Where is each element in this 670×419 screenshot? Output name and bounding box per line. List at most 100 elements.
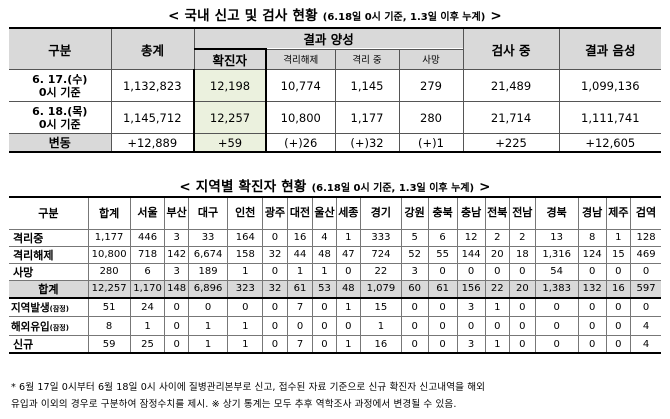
cell-value: 24 (129, 296, 166, 317)
cell-value: 1,383 (534, 279, 579, 298)
row-label: 6. 18.(목) 0시 기준 (9, 101, 112, 134)
cell-value: 0 (335, 316, 362, 336)
header-region: 제주 (605, 196, 632, 230)
cell-value: 0 (484, 262, 511, 281)
row-label-text: 격리중 (13, 231, 44, 245)
cell-deaths: 280 (398, 101, 464, 134)
cell-value: 597 (630, 279, 661, 298)
cell-value: 0 (534, 316, 579, 336)
cell-total: 12,257 (87, 279, 131, 298)
title-end: > (479, 179, 491, 195)
cell-value: 18 (509, 245, 536, 264)
title-sub: (6.18일 0시 기준, 1.3일 이후 누계) (322, 12, 486, 23)
cell-value: 148 (164, 279, 189, 298)
header-region: 대구 (187, 196, 229, 230)
header-region: 검역 (630, 196, 661, 230)
cell-value: 0 (605, 335, 632, 354)
cell-total: 1,177 (87, 228, 131, 247)
cell-value: 0 (427, 296, 458, 317)
row-label-date: 6. 18.(목) (32, 104, 88, 118)
cell-value: 0 (509, 296, 536, 317)
cell-testing-change: +225 (462, 133, 560, 153)
cell-value: 1 (227, 316, 264, 336)
row-label: 격리중 (9, 228, 89, 247)
header-region: 광주 (262, 196, 288, 230)
cell-value: 1 (335, 335, 362, 354)
cell-value: 3 (456, 296, 486, 317)
cell-value: 2 (509, 228, 536, 247)
domestic-status-title: < 국내 신고 및 검사 현황 (6.18일 0시 기준, 1.3일 이후 누계… (0, 4, 670, 24)
header-region: 강원 (400, 196, 429, 230)
cell-value: 12 (456, 228, 486, 247)
cell-value: 4 (630, 316, 661, 336)
cell-value: 5 (400, 228, 429, 247)
row-label-text: 신규 (13, 338, 34, 351)
cell-value: 718 (129, 245, 166, 264)
cell-value: 0 (187, 296, 229, 317)
cell-value: 48 (312, 245, 337, 264)
cell-value: 7 (286, 296, 314, 317)
cell-value: 1 (605, 228, 632, 247)
regional-status-title: < 지역별 확진자 현황 (6.18일 0시 기준, 1.3일 이후 누계) > (0, 175, 670, 195)
cell-value: 32 (262, 279, 288, 298)
cell-value: 0 (164, 316, 189, 336)
cell-value: 0 (312, 296, 337, 317)
cell-value: 6 (427, 228, 458, 247)
cell-negative-change: +12,605 (558, 133, 662, 153)
cell-value: 0 (286, 316, 314, 336)
row-label-text: 지역발생 (11, 301, 50, 314)
cell-value: 1 (360, 316, 402, 336)
cell-value: 0 (262, 316, 288, 336)
cell-value: 1 (187, 335, 229, 354)
cell-value: 16 (286, 228, 314, 247)
cell-released-change: (+)26 (265, 133, 336, 153)
row-label: 격리해제 (9, 245, 89, 264)
cell-value: 189 (187, 262, 229, 281)
row-label: 사망 (9, 262, 89, 281)
cell-value: 1,079 (360, 279, 402, 298)
cell-value: 15 (360, 296, 402, 317)
cell-value: 15 (605, 245, 632, 264)
cell-deaths: 279 (398, 69, 464, 102)
header-category: 구분 (9, 196, 89, 230)
cell-total: 1,132,823 (110, 69, 195, 102)
cell-value: 0 (427, 262, 458, 281)
footnote-line-2: 유입과 이외의 경우로 구분하여 잠정수치를 제시. ※ 상기 통계는 모두 추… (11, 399, 457, 410)
cell-value: 333 (360, 228, 402, 247)
cell-value: 446 (129, 228, 166, 247)
cell-total: 8 (87, 316, 131, 336)
cell-value: 0 (262, 335, 288, 354)
header-total: 총계 (110, 27, 195, 70)
cell-value: 6,896 (187, 279, 229, 298)
cell-value: 8 (577, 228, 607, 247)
header-region: 인천 (227, 196, 264, 230)
cell-value: 0 (484, 316, 511, 336)
header-total: 합계 (87, 196, 131, 230)
row-label-text: 합계 (38, 282, 59, 296)
cell-value: 3 (164, 228, 189, 247)
cell-isolating: 1,145 (334, 69, 400, 102)
header-region: 충북 (427, 196, 458, 230)
table-row: 신규 59 25 0 1 1 0 7 0 1 16 0 0 3 1 0 0 0 0 4 (9, 335, 661, 354)
cell-value: 0 (227, 296, 264, 317)
cell-value: 724 (360, 245, 402, 264)
header-region: 경남 (577, 196, 607, 230)
cell-value: 1 (312, 262, 337, 281)
row-label-text: 해외유입 (11, 320, 50, 333)
header-region: 경기 (360, 196, 402, 230)
cell-value: 44 (286, 245, 314, 264)
cell-value: 61 (427, 279, 458, 298)
cell-value: 0 (400, 335, 429, 354)
cell-value: 53 (312, 279, 337, 298)
cell-total: 10,800 (87, 245, 131, 264)
cell-value: 0 (427, 335, 458, 354)
header-negative: 결과 음성 (558, 27, 662, 70)
cell-confirmed: 12,257 (193, 101, 267, 134)
cell-value: 3 (456, 335, 486, 354)
cell-total: 280 (87, 262, 131, 281)
cell-value: 1,170 (129, 279, 166, 298)
cell-value: 0 (262, 228, 288, 247)
header-released: 격리해제 (265, 48, 336, 70)
cell-value: 0 (509, 316, 536, 336)
cell-released: 10,800 (265, 101, 336, 134)
